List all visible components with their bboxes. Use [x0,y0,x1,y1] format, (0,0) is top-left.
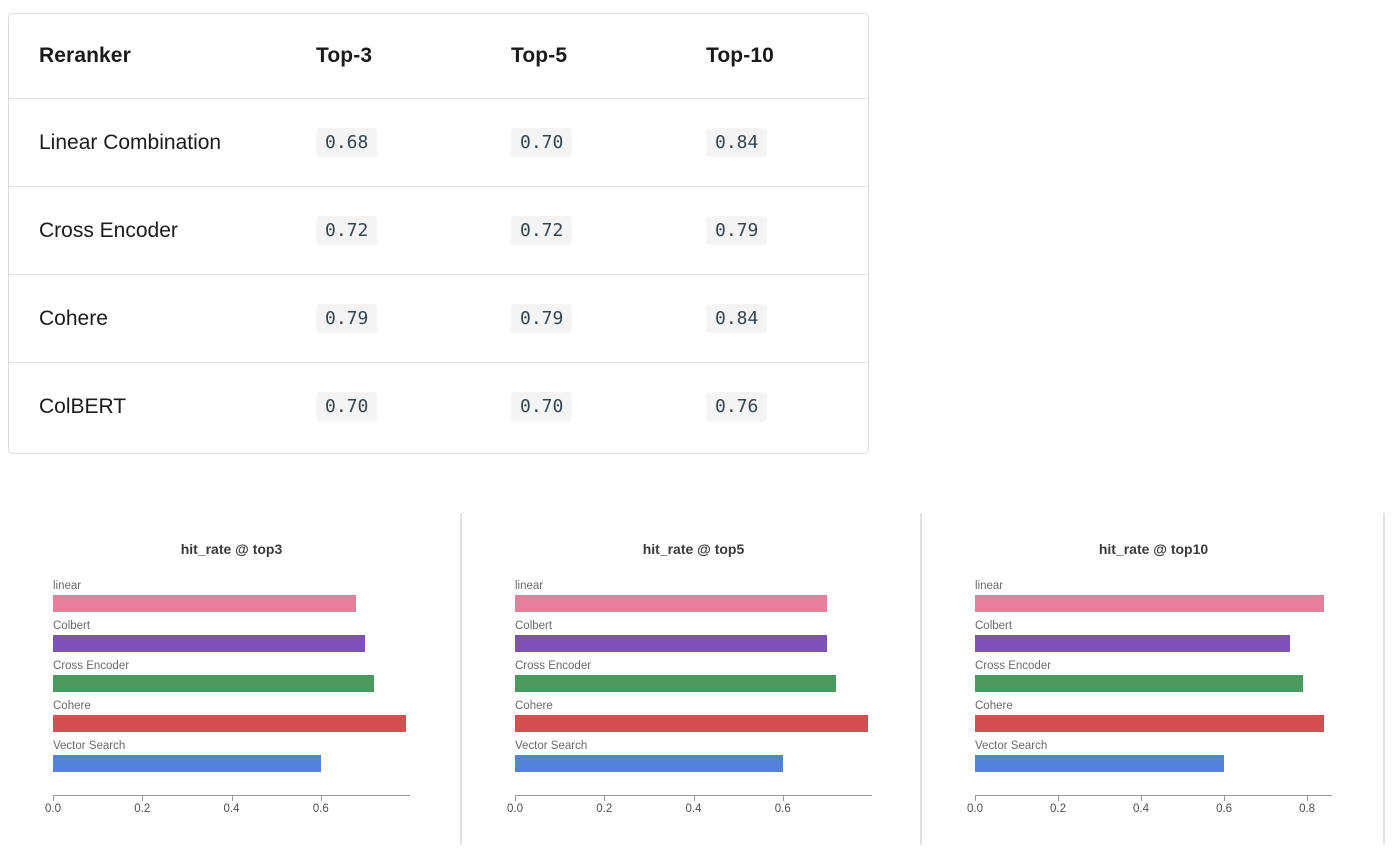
bar [515,635,828,652]
chart-panel-top10: hit_rate @ top10 linear Colbert Cross Enco… [922,513,1385,845]
column-header-top5: Top-5 [511,44,568,67]
bar [53,595,357,612]
x-tick [1307,796,1309,801]
x-tick-label: 0.6 [1216,803,1233,815]
table-row: Cross Encoder 0.72 0.72 0.79 [9,187,868,275]
bar [53,675,375,692]
chart-title: hit_rate @ top5 [642,541,745,557]
metric-value-chip: 0.72 [511,215,573,246]
metric-value-chip: 0.68 [316,127,378,158]
x-tick-label: 0.4 [1133,803,1150,815]
plot-area: hit_rate @ top5 linear Colbert Cross Encod… [507,513,872,845]
reranker-results-table: Reranker Top-3 Top-5 Top-10 Linear Combi… [8,13,869,454]
x-axis: 0.0 0.2 0.4 0.6 [507,795,872,815]
x-tick [782,796,784,801]
bar [975,675,1303,692]
reranker-name: Cohere [39,306,108,330]
x-tick-label: 0.4 [685,803,702,815]
x-tick [142,796,144,801]
x-axis: 0.0 0.2 0.4 0.6 [45,795,410,815]
bar-label: Colbert [515,620,553,632]
reranker-name: Cross Encoder [39,218,178,242]
x-tick-label: 0.8 [1299,803,1316,815]
bar-label: Vector Search [515,740,588,752]
metric-value-chip: 0.79 [511,303,573,334]
metric-value-chip: 0.79 [706,215,768,246]
table-header-row: Reranker Top-3 Top-5 Top-10 [9,14,868,99]
x-tick [1141,796,1143,801]
x-tick-label: 0.0 [45,803,61,815]
bar [53,755,321,772]
bar-label: linear [975,580,1004,592]
metric-value-chip: 0.70 [316,392,378,422]
bar [975,595,1324,612]
chart-panel-top5: hit_rate @ top5 linear Colbert Cross Encod… [462,513,922,845]
bar-label: Cohere [515,700,553,712]
x-tick [1224,796,1226,801]
bar-label: Colbert [975,620,1013,632]
bar-label: Cross Encoder [515,660,592,672]
chart-title: hit_rate @ top3 [180,541,283,557]
table-row: Cohere 0.79 0.79 0.84 [9,275,868,363]
plot-area: hit_rate @ top10 linear Colbert Cross Enco… [967,513,1332,845]
x-axis: 0.0 0.2 0.4 0.6 0.8 [967,795,1332,815]
bar-label: Colbert [53,620,91,632]
bar [515,675,837,692]
bar [975,755,1225,772]
bar [515,595,828,612]
x-tick [231,796,233,801]
x-tick [604,796,606,801]
bar [975,715,1324,732]
x-tick [515,796,516,801]
metric-value-chip: 0.70 [511,127,573,158]
bar-label: Vector Search [53,740,126,752]
table-row: ColBERT 0.70 0.70 0.76 [9,363,868,451]
metric-value-chip: 0.72 [316,215,378,246]
bar-label: Cross Encoder [53,660,130,672]
bar [515,715,868,732]
x-tick-label: 0.4 [223,803,240,815]
reranker-name: ColBERT [39,395,127,418]
x-tick [53,796,54,801]
chart-title: hit_rate @ top10 [1098,541,1209,557]
bar [515,755,783,772]
column-header-top3: Top-3 [316,44,373,67]
bar [975,635,1291,652]
bar-label: Vector Search [975,740,1048,752]
chart-panel-top3: hit_rate @ top3 linear Colbert Cross Encod… [0,513,462,845]
x-tick-label: 0.2 [1050,803,1067,815]
bar-label: Cross Encoder [975,660,1052,672]
x-tick-label: 0.0 [967,803,983,815]
x-tick [1058,796,1060,801]
metric-value-chip: 0.84 [706,303,768,334]
x-tick-label: 0.6 [312,803,329,815]
column-header-top10: Top-10 [706,44,774,67]
metric-value-chip: 0.79 [316,303,378,334]
bar [53,715,406,732]
metric-value-chip: 0.76 [706,392,768,422]
metric-value-chip: 0.84 [706,127,768,158]
bar-label: linear [53,580,82,592]
plot-area: hit_rate @ top3 linear Colbert Cross Encod… [45,513,410,845]
table-row: Linear Combination 0.68 0.70 0.84 [9,99,868,187]
x-tick-label: 0.0 [507,803,523,815]
x-tick [320,796,322,801]
metric-value-chip: 0.70 [511,392,573,422]
bar-label: Cohere [53,700,91,712]
reranker-name: Linear Combination [39,130,222,154]
x-tick [693,796,695,801]
x-tick [975,796,976,801]
column-header-reranker: Reranker [39,44,131,67]
bar-label: linear [515,580,544,592]
bar-label: Cohere [975,700,1013,712]
x-tick-label: 0.2 [134,803,151,815]
x-tick-label: 0.2 [596,803,613,815]
bar [53,635,366,652]
x-tick-label: 0.6 [774,803,791,815]
